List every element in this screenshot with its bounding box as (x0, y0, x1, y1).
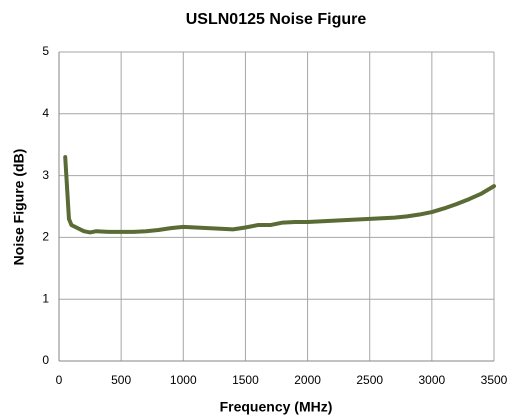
y-tick-label: 0 (42, 353, 49, 367)
x-axis-label: Frequency (MHz) (220, 399, 333, 415)
x-tick-label: 0 (56, 373, 63, 387)
x-tick-label: 3500 (481, 373, 508, 387)
x-tick-label: 1500 (232, 373, 259, 387)
y-tick-label: 1 (42, 291, 49, 305)
y-tick-label: 5 (42, 44, 49, 58)
y-tick-label: 4 (42, 106, 49, 120)
chart-title: USLN0125 Noise Figure (186, 11, 367, 28)
data-line (63, 155, 496, 235)
x-tick-label: 3000 (419, 373, 446, 387)
y-tick-label: 2 (42, 230, 49, 244)
x-tick-label: 2500 (356, 373, 383, 387)
x-tick-label: 2000 (294, 373, 321, 387)
x-tick-label: 1000 (170, 373, 197, 387)
y-tick-label: 3 (42, 168, 49, 182)
y-axis-label: Noise Figure (dB) (11, 149, 27, 266)
x-tick-label: 500 (111, 373, 131, 387)
